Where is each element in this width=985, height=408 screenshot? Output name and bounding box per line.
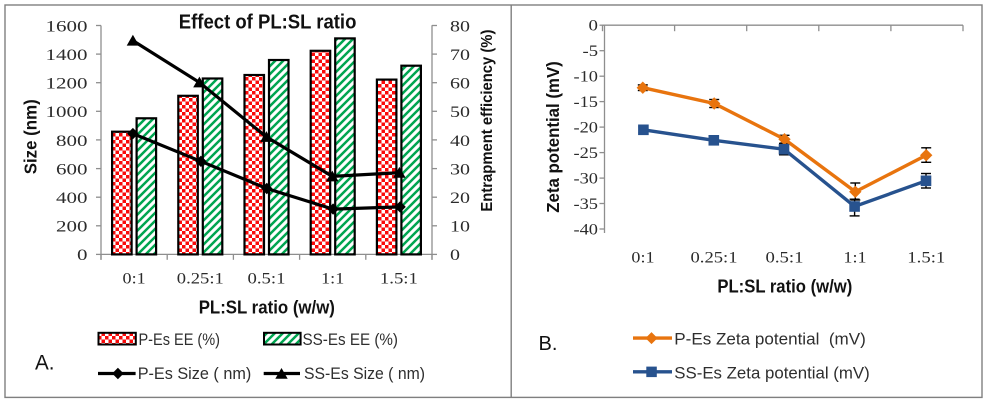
svg-text:200: 200 [56, 219, 88, 236]
svg-text:-40: -40 [574, 221, 599, 238]
svg-text:Size (nm): Size (nm) [21, 99, 41, 174]
svg-text:A.: A. [35, 352, 55, 375]
svg-text:0.25:1: 0.25:1 [691, 249, 738, 266]
svg-text:0.5:1: 0.5:1 [766, 249, 804, 266]
svg-text:70: 70 [450, 47, 470, 64]
svg-text:B.: B. [539, 333, 558, 355]
svg-text:P-Es Size ( nm): P-Es Size ( nm) [138, 364, 252, 383]
svg-text:0:1: 0:1 [123, 271, 146, 288]
svg-text:30: 30 [450, 161, 470, 178]
svg-text:Effect of PL:SL ratio: Effect of PL:SL ratio [179, 12, 357, 34]
svg-text:-25: -25 [574, 145, 599, 162]
svg-text:0.5:1: 0.5:1 [248, 271, 286, 288]
svg-text:800: 800 [56, 133, 88, 150]
svg-text:-30: -30 [574, 170, 599, 187]
svg-text:50: 50 [450, 104, 470, 121]
svg-text:1600: 1600 [46, 18, 88, 35]
svg-text:Entrapment efficiency (%): Entrapment efficiency (%) [479, 30, 496, 212]
svg-text:400: 400 [56, 190, 88, 207]
svg-text:1:1: 1:1 [321, 271, 344, 288]
svg-text:-35: -35 [574, 196, 599, 213]
svg-text:PL:SL ratio (w/w): PL:SL ratio (w/w) [199, 296, 335, 317]
svg-text:P-Es EE (%): P-Es EE (%) [139, 330, 221, 349]
svg-text:1400: 1400 [46, 47, 88, 64]
svg-text:10: 10 [450, 219, 470, 236]
svg-text:-10: -10 [574, 69, 599, 86]
svg-text:-20: -20 [574, 119, 599, 136]
svg-text:Zeta potential (mV): Zeta potential (mV) [543, 61, 563, 213]
svg-text:0:1: 0:1 [631, 249, 654, 266]
svg-text:1.5:1: 1.5:1 [907, 249, 945, 266]
svg-text:20: 20 [450, 190, 470, 207]
svg-text:1000: 1000 [46, 104, 88, 121]
svg-text:1200: 1200 [46, 76, 88, 93]
svg-text:P-Es Zeta potential (mV): P-Es Zeta potential (mV) [674, 330, 866, 349]
svg-text:0.25:1: 0.25:1 [177, 271, 224, 288]
svg-text:SS-Es EE (%): SS-Es EE (%) [303, 330, 399, 349]
svg-text:0: 0 [589, 18, 598, 35]
svg-text:80: 80 [450, 18, 470, 35]
svg-text:SS-Es Zeta potential (mV): SS-Es Zeta potential (mV) [674, 363, 869, 382]
svg-text:1:1: 1:1 [843, 249, 866, 266]
svg-text:40: 40 [450, 133, 470, 150]
svg-text:600: 600 [56, 161, 88, 178]
svg-text:PL:SL ratio (w/w): PL:SL ratio (w/w) [717, 275, 852, 296]
svg-text:1.5:1: 1.5:1 [380, 271, 418, 288]
svg-text:60: 60 [450, 76, 470, 93]
svg-text:0: 0 [450, 247, 460, 264]
svg-text:0: 0 [77, 247, 88, 264]
svg-text:SS-Es Size ( nm): SS-Es Size ( nm) [304, 364, 425, 383]
svg-text:-15: -15 [574, 94, 599, 111]
svg-text:-5: -5 [583, 43, 599, 60]
